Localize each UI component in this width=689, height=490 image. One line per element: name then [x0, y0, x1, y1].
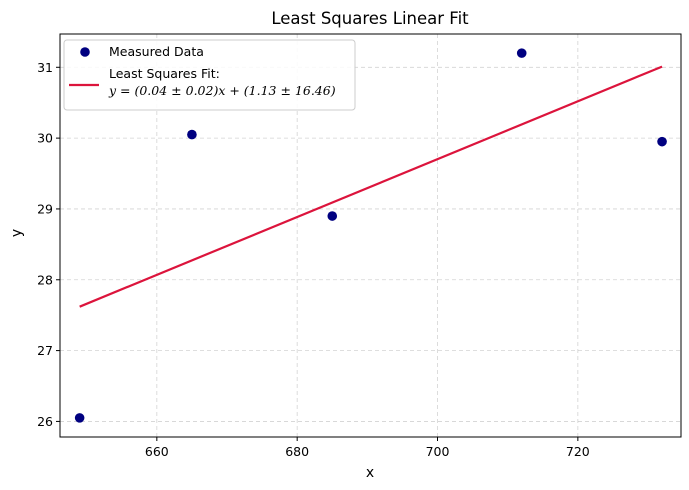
fit-line [79, 65, 663, 308]
y-tick-label: 27 [37, 343, 53, 358]
data-point [74, 413, 85, 423]
grid-layer [60, 34, 681, 437]
x-tick-label: 700 [426, 444, 450, 459]
data-point [187, 129, 197, 140]
chart-title: Least Squares Linear Fit [271, 9, 469, 28]
x-tick-label: 680 [285, 444, 309, 459]
y-tick-label: 26 [37, 414, 53, 429]
x-tick-label: 720 [566, 444, 590, 459]
series-layer [74, 48, 667, 423]
legend-frame [63, 39, 356, 111]
y-tick-label: 28 [37, 272, 53, 287]
tick-layer: 660 680 700 720 26 27 28 29 30 31 [37, 60, 590, 459]
y-tick-label: 29 [37, 201, 53, 216]
legend-label-measured-data: Measured Data [109, 44, 204, 59]
x-axis-label: x [366, 465, 374, 481]
plot-area-frame [59, 33, 682, 438]
legend: Measured Data Least Squares Fit: y = (0.… [63, 39, 356, 111]
x-tick-label: 660 [145, 444, 169, 459]
data-point [657, 136, 667, 147]
legend-fit-equation: y = (0.04 ± 0.02)x + (1.13 ± 16.46) [108, 83, 336, 98]
legend-marker-measured-data [80, 47, 90, 57]
legend-label-least-squares-fit: Least Squares Fit: [109, 66, 220, 81]
y-tick-label: 30 [37, 131, 53, 146]
y-tick-label: 31 [37, 60, 53, 75]
y-axis-label: y [9, 229, 25, 237]
data-point [516, 48, 527, 58]
data-point [327, 211, 338, 221]
